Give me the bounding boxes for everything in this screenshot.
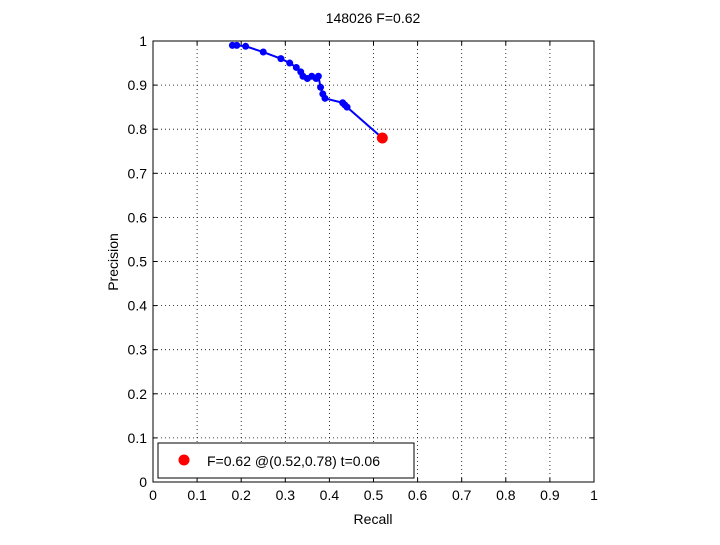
data-point [314,72,322,80]
x-tick-label: 0.8 [496,487,516,503]
data-point [321,94,329,102]
x-tick-label: 0.3 [276,487,296,503]
y-tick-label: 0.9 [128,77,148,93]
x-tick-label: 0.5 [364,487,384,503]
tick-labels: 0 0.1 0.2 0.3 0.4 0.5 0.6 0.7 0.8 0.9 1 0 0.1 0.2 0.3 0… [128,33,599,503]
data-point [277,55,285,63]
x-tick-label: 0.1 [187,487,207,503]
data-point [242,42,250,50]
y-tick-label: 1 [139,33,147,49]
legend: F=0.62 @(0.52,0.78) t=0.06 [157,442,415,479]
legend-marker [178,454,190,466]
x-tick-label: 0.4 [320,487,340,503]
data-point [292,63,300,71]
optimum-point [376,132,388,144]
x-tick-label: 0 [149,487,157,503]
y-tick-label: 0.2 [128,386,148,402]
y-axis-label: Precision [105,233,121,291]
x-tick-label: 0.7 [452,487,472,503]
series [228,41,388,144]
plot-frame [152,40,595,483]
data-point [343,103,351,111]
y-tick-label: 0.6 [128,209,148,225]
legend-box [157,442,415,479]
legend-entry: F=0.62 @(0.52,0.78) t=0.06 [207,453,380,469]
x-tick-label: 0.9 [540,487,560,503]
chart-title: 148026 F=0.62 [326,10,421,26]
data-point [233,41,241,49]
x-tick-label: 0.6 [408,487,428,503]
y-tick-label: 0.8 [128,121,148,137]
data-point [286,59,294,67]
data-point [317,83,325,91]
y-tick-label: 0.5 [128,254,148,270]
y-tick-label: 0 [139,474,147,490]
data-point [259,48,267,56]
y-tick-label: 0.3 [128,342,148,358]
y-tick-label: 0.4 [128,298,148,314]
x-tick-label: 0.2 [231,487,251,503]
x-axis-label: Recall [354,511,393,527]
x-tick-label: 1 [590,487,598,503]
y-tick-label: 0.1 [128,430,148,446]
y-tick-label: 0.7 [128,165,148,181]
